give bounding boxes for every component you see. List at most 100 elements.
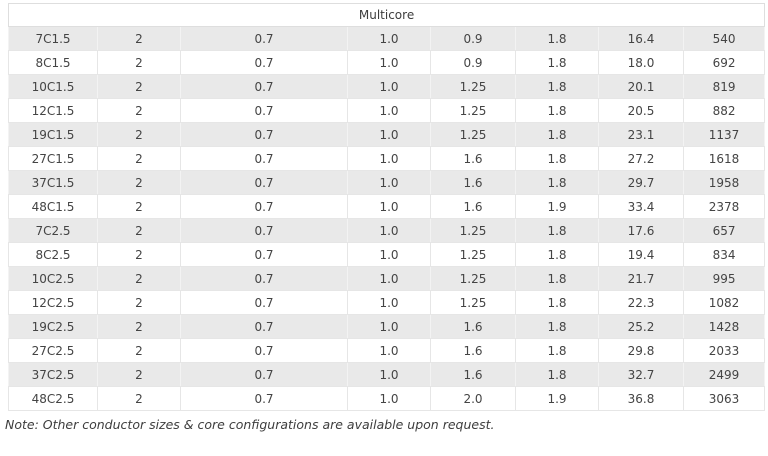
table-cell: 32.7 — [598, 362, 684, 387]
table-cell: 2 — [97, 266, 181, 291]
table-cell: 36.8 — [598, 386, 684, 411]
table-cell: 1.0 — [347, 362, 431, 387]
table-cell: 1.0 — [347, 74, 431, 99]
table-cell: 8C2.5 — [8, 242, 98, 267]
table-cell: 1.8 — [515, 314, 599, 339]
table-cell: 882 — [682, 98, 766, 123]
table-cell: 0.7 — [180, 218, 348, 243]
table-cell: 1.25 — [430, 74, 516, 99]
table-cell: 0.7 — [180, 314, 348, 339]
table-cell: 27.2 — [598, 146, 684, 171]
table-cell: 20.5 — [598, 98, 684, 123]
table-cell: 1.0 — [347, 266, 431, 291]
table-cell: 1137 — [682, 122, 766, 147]
table-cell: 1.8 — [515, 362, 599, 387]
table-cell: 1.6 — [430, 170, 516, 195]
table-row: 12C1.5 2 0.7 1.0 1.25 1.8 20.5 882 — [8, 98, 766, 123]
table-cell: 16.4 — [598, 26, 684, 51]
table-cell: 0.7 — [180, 194, 348, 219]
table-cell: 819 — [682, 74, 766, 99]
table-row: 7C2.5 2 0.7 1.0 1.25 1.8 17.6 657 — [8, 218, 766, 243]
table-cell: 29.7 — [598, 170, 684, 195]
table-body: 7C1.5 2 0.7 1.0 0.9 1.8 16.4 540 8C1.5 2 0.7 1.0 0.9… — [8, 26, 766, 411]
table-cell: 18.0 — [598, 50, 684, 75]
table-cell: 1.8 — [515, 74, 599, 99]
table-cell: 27C2.5 — [8, 338, 98, 363]
table-row: 48C1.5 2 0.7 1.0 1.6 1.9 33.4 2378 — [8, 194, 766, 219]
table-cell: 1.0 — [347, 242, 431, 267]
table-row: 48C2.5 2 0.7 1.0 2.0 1.9 36.8 3063 — [8, 386, 766, 411]
table-cell: 540 — [682, 26, 766, 51]
table-cell: 0.7 — [180, 338, 348, 363]
table-cell: 1.9 — [515, 386, 599, 411]
table-note: Note: Other conductor sizes & core confi… — [5, 417, 495, 432]
table-cell: 3063 — [682, 386, 766, 411]
table-cell: 2 — [97, 338, 181, 363]
table-cell: 1428 — [682, 314, 766, 339]
table-cell: 1.0 — [347, 290, 431, 315]
table-header-multicore: Multicore — [7, 3, 766, 27]
table-cell: 834 — [682, 242, 766, 267]
table-row: 7C1.5 2 0.7 1.0 0.9 1.8 16.4 540 — [8, 26, 766, 51]
table-cell: 1.8 — [515, 290, 599, 315]
table-cell: 21.7 — [598, 266, 684, 291]
table-cell: 1.25 — [430, 98, 516, 123]
table-cell: 17.6 — [598, 218, 684, 243]
table-cell: 27C1.5 — [8, 146, 98, 171]
table-row: 10C2.5 2 0.7 1.0 1.25 1.8 21.7 995 — [8, 266, 766, 291]
table-cell: 7C1.5 — [8, 26, 98, 51]
table-cell: 0.7 — [180, 362, 348, 387]
table-cell: 25.2 — [598, 314, 684, 339]
table-cell: 1.0 — [347, 314, 431, 339]
table-cell: 1.0 — [347, 50, 431, 75]
table-row: 37C1.5 2 0.7 1.0 1.6 1.8 29.7 1958 — [8, 170, 766, 195]
table-cell: 0.7 — [180, 290, 348, 315]
table-cell: 0.7 — [180, 74, 348, 99]
table-cell: 692 — [682, 50, 766, 75]
table-cell: 1.8 — [515, 338, 599, 363]
table-cell: 2 — [97, 98, 181, 123]
table-cell: 2 — [97, 362, 181, 387]
table-cell: 1.8 — [515, 122, 599, 147]
table-cell: 1.8 — [515, 266, 599, 291]
table-cell: 1.0 — [347, 338, 431, 363]
table-cell: 1.0 — [347, 218, 431, 243]
table-cell: 1.25 — [430, 290, 516, 315]
table-row: 37C2.5 2 0.7 1.0 1.6 1.8 32.7 2499 — [8, 362, 766, 387]
table-cell: 1.9 — [515, 194, 599, 219]
table-cell: 1618 — [682, 146, 766, 171]
table-cell: 23.1 — [598, 122, 684, 147]
table-cell: 1.6 — [430, 194, 516, 219]
table-cell: 37C1.5 — [8, 170, 98, 195]
table-cell: 2.0 — [430, 386, 516, 411]
table-row: 8C2.5 2 0.7 1.0 1.25 1.8 19.4 834 — [8, 242, 766, 267]
table-cell: 1.0 — [347, 386, 431, 411]
table-cell: 12C2.5 — [8, 290, 98, 315]
table-cell: 2 — [97, 242, 181, 267]
table-cell: 2 — [97, 290, 181, 315]
table-cell: 1.8 — [515, 98, 599, 123]
table-cell: 2 — [97, 170, 181, 195]
table-cell: 1.6 — [430, 146, 516, 171]
table-cell: 2 — [97, 50, 181, 75]
table-cell: 20.1 — [598, 74, 684, 99]
table-row: 27C2.5 2 0.7 1.0 1.6 1.8 29.8 2033 — [8, 338, 766, 363]
table-cell: 1.8 — [515, 242, 599, 267]
table-cell: 0.7 — [180, 26, 348, 51]
table-cell: 8C1.5 — [8, 50, 98, 75]
table-cell: 1.0 — [347, 146, 431, 171]
table-cell: 1.0 — [347, 170, 431, 195]
table-cell: 1.0 — [347, 194, 431, 219]
table-row: 8C1.5 2 0.7 1.0 0.9 1.8 18.0 692 — [8, 50, 766, 75]
table-cell: 1.6 — [430, 314, 516, 339]
table-cell: 1.8 — [515, 146, 599, 171]
table-cell: 10C2.5 — [8, 266, 98, 291]
table-cell: 0.7 — [180, 50, 348, 75]
table-cell: 995 — [682, 266, 766, 291]
table-row: 10C1.5 2 0.7 1.0 1.25 1.8 20.1 819 — [8, 74, 766, 99]
table-cell: 1.8 — [515, 50, 599, 75]
table-cell: 1082 — [682, 290, 766, 315]
table-cell: 1958 — [682, 170, 766, 195]
multicore-spec-table: Multicore 7C1.5 2 0.7 1.0 0.9 1.8 16.4 540 8C1.5… — [7, 3, 766, 411]
table-cell: 29.8 — [598, 338, 684, 363]
